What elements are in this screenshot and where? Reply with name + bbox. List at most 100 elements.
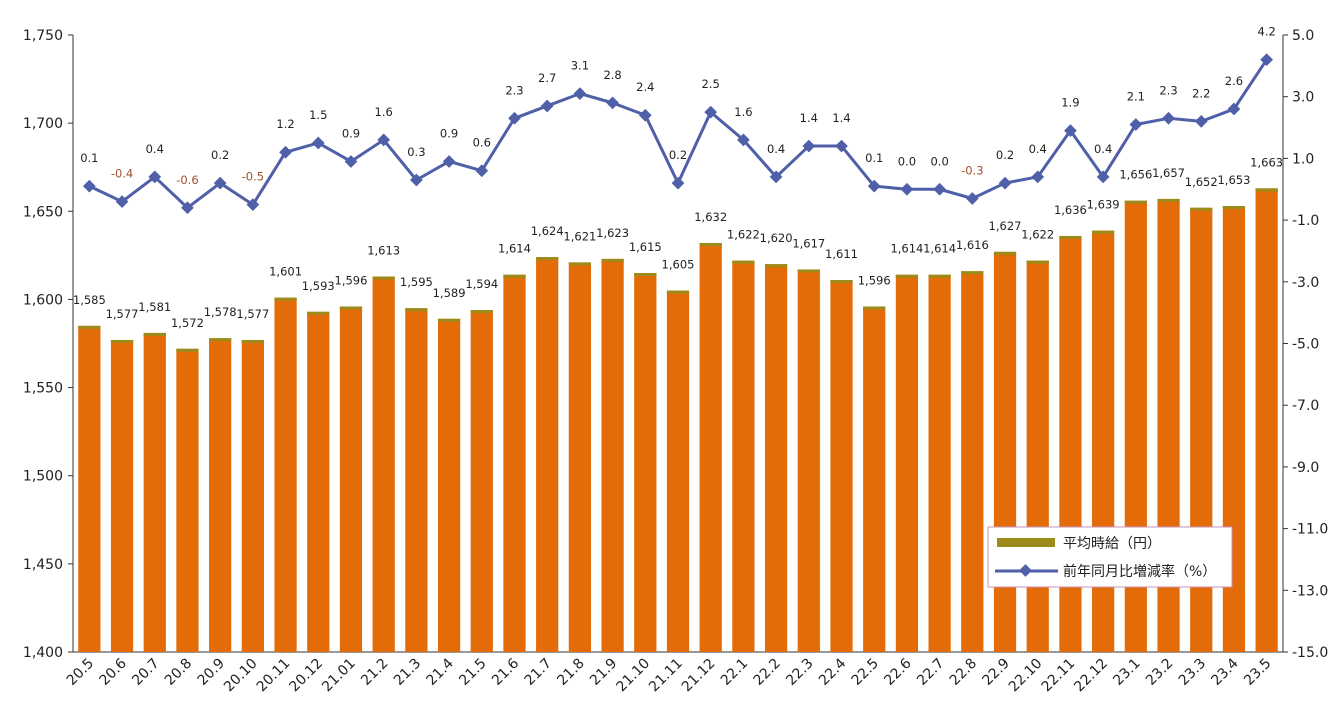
line-value-label: 2.6	[1225, 74, 1243, 88]
line-value-label: -0.3	[961, 164, 983, 178]
bar	[1092, 230, 1115, 653]
line-marker	[1162, 111, 1175, 125]
x-tick-label: 20.6	[97, 655, 130, 688]
bar-top-edge	[961, 271, 984, 275]
line-value-label: 1.4	[832, 111, 850, 125]
bar-top-edge	[666, 290, 690, 294]
line-marker	[311, 136, 325, 150]
right-tick-label: 3.0	[1292, 90, 1314, 106]
bar-top-edge	[634, 272, 657, 276]
bar-top-edge	[764, 264, 788, 268]
x-tick-label: 23.1	[1110, 656, 1143, 689]
bar-top-edge	[143, 332, 166, 336]
bar-top-edge	[928, 274, 951, 278]
left-tick-label: 1,700	[23, 116, 63, 132]
x-tick-label: 21.4	[424, 655, 457, 688]
bar	[372, 276, 395, 652]
line-marker	[442, 155, 456, 168]
bar-top-edge	[437, 318, 461, 322]
bar-value-label: 1,615	[629, 240, 662, 254]
legend-bar-label: 平均時給（円）	[1063, 536, 1161, 552]
bar	[470, 310, 493, 652]
line-marker	[410, 173, 423, 187]
x-tick-label: 22.5	[849, 656, 882, 689]
bar	[568, 262, 592, 652]
bar	[928, 274, 951, 652]
line-value-label: 0.3	[407, 145, 425, 159]
right-tick-label: -15.0	[1292, 645, 1328, 661]
bar-value-label: 1,663	[1250, 155, 1283, 169]
right-tick-label: -3.0	[1292, 275, 1319, 291]
bar	[1026, 260, 1049, 652]
bar-value-label: 1,596	[858, 273, 891, 287]
right-tick-label: -13.0	[1292, 583, 1328, 599]
line-value-label: 0.0	[898, 154, 916, 168]
x-tick-label: 20.8	[162, 656, 195, 689]
left-tick-label: 1,550	[23, 381, 63, 397]
bar-top-edge	[241, 339, 264, 343]
bar-value-label: 1,601	[269, 265, 302, 279]
bar-value-label: 1,653	[1217, 173, 1250, 187]
bar	[503, 274, 526, 652]
line-value-label: 1.2	[276, 117, 294, 131]
bar	[895, 274, 919, 652]
axes: 1,400 1,450 1,500 1,550 1,600 1,650 1,700 1,750…	[23, 28, 1328, 661]
line-value-label: 0.2	[996, 148, 1014, 162]
bar	[110, 339, 134, 652]
left-tick-label: 1,400	[23, 645, 63, 661]
x-tick-label: 22.3	[783, 656, 816, 689]
line-value-label: -0.6	[176, 173, 198, 187]
line-marker	[213, 176, 227, 190]
line-marker	[1194, 115, 1208, 128]
bar-top-edge	[372, 276, 395, 280]
bar	[1059, 235, 1082, 653]
bar	[601, 258, 624, 652]
bar-top-edge	[110, 339, 134, 343]
bar-value-label: 1,657	[1152, 166, 1185, 180]
x-tick-label: 22.4	[816, 655, 849, 688]
x-axis-labels: 20.5 20.6 20.7 20.8 20.920.1020.1120.1221.01…	[64, 655, 1275, 695]
x-tick-label: 22.8	[947, 656, 980, 689]
right-tick-label: -7.0	[1292, 398, 1319, 414]
bar	[143, 332, 166, 652]
line-value-label: 2.3	[1159, 83, 1177, 97]
bar-value-label: 1,623	[596, 226, 629, 240]
bar	[405, 308, 428, 652]
line-marker	[540, 99, 554, 113]
x-tick-label: 22.6	[881, 655, 914, 688]
bar	[830, 280, 853, 652]
bar	[634, 272, 657, 652]
bar	[863, 306, 886, 652]
bar	[732, 260, 755, 652]
bar-value-label: 1,656	[1119, 168, 1152, 182]
bar	[764, 264, 788, 652]
line-value-label: 0.2	[211, 148, 229, 162]
bar-value-label: 1,605	[662, 258, 695, 272]
line-value-label: 1.9	[1061, 96, 1079, 110]
bar-value-label: 1,572	[171, 316, 204, 330]
bar-value-label: 1,622	[1021, 228, 1054, 242]
bar-value-label: 1,624	[531, 224, 564, 238]
line-marker	[606, 96, 619, 110]
line-value-label: 2.1	[1127, 89, 1145, 103]
bar	[961, 271, 984, 652]
x-tick-label: 21.11	[646, 656, 686, 696]
bar-top-edge	[601, 258, 624, 262]
right-tick-label: -5.0	[1292, 337, 1319, 353]
left-tick-label: 1,650	[23, 204, 63, 220]
bar-top-edge	[78, 325, 101, 329]
line-value-label: 1.4	[800, 111, 818, 125]
line-marker	[965, 192, 979, 205]
line-value-label: 1.5	[309, 108, 327, 122]
bar-value-label: 1,614	[890, 242, 923, 256]
line-value-label: 0.9	[342, 126, 360, 140]
line-marker	[181, 201, 194, 215]
bar-value-label: 1,613	[367, 244, 400, 258]
line-marker	[82, 179, 96, 193]
bar	[437, 318, 461, 652]
x-tick-label: 21.10	[613, 656, 653, 696]
bar-top-edge	[176, 348, 199, 352]
x-tick-label: 23.2	[1143, 656, 1176, 689]
line-value-label: 0.2	[669, 148, 687, 162]
